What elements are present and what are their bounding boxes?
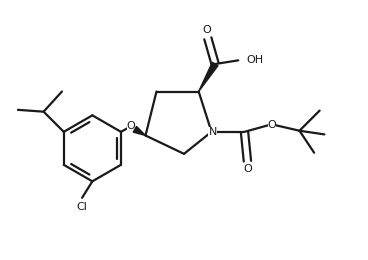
Text: O: O — [203, 25, 212, 35]
Polygon shape — [199, 62, 218, 92]
Text: O: O — [127, 121, 135, 131]
Text: O: O — [268, 120, 276, 130]
Text: N: N — [208, 127, 217, 137]
Text: OH: OH — [246, 55, 263, 65]
Polygon shape — [133, 126, 145, 135]
Text: Cl: Cl — [76, 202, 87, 212]
Text: O: O — [244, 164, 252, 174]
